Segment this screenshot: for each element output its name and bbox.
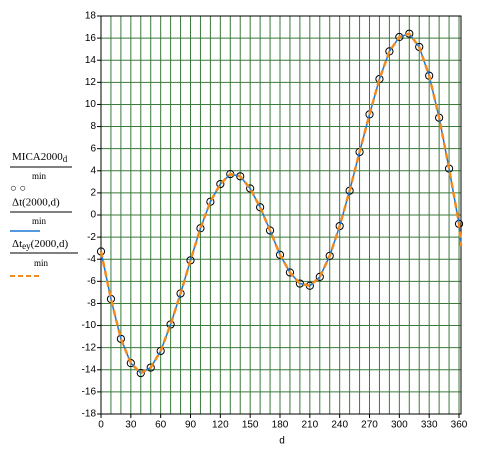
x-tick-label: 180 [272, 420, 289, 431]
y-tick-label: 4 [90, 165, 96, 176]
legend-unit: min [32, 171, 47, 181]
data-point [216, 179, 225, 189]
x-tick-label: 240 [331, 420, 348, 431]
y-tick-label: -16 [82, 387, 97, 398]
legend-label: Δtey(2000,d) [12, 238, 69, 252]
y-tick-label: -14 [82, 364, 97, 375]
data-point [196, 224, 205, 233]
x-tick-label: 60 [155, 420, 167, 431]
legend-label: Δt(2000,d) [12, 197, 60, 209]
data-point [325, 251, 334, 261]
data-point [206, 197, 215, 206]
data-point [126, 359, 135, 368]
x-tick-label: 270 [361, 420, 378, 431]
y-tick-label: -12 [82, 342, 97, 353]
x-tick-label: 90 [185, 420, 197, 431]
data-point [156, 346, 165, 356]
y-tick-label: 2 [90, 188, 96, 199]
y-tick-label: 0 [90, 210, 96, 221]
data-point [256, 203, 265, 212]
data-point [246, 184, 255, 193]
data-point [265, 226, 275, 235]
y-tick-label: -6 [87, 276, 96, 287]
data-point [285, 268, 295, 277]
series-line [99, 32, 463, 375]
y-tick-label: -18 [82, 409, 97, 420]
data-point [236, 172, 245, 181]
legend-label: MICA2000d [12, 151, 68, 165]
x-tick-label: 120 [212, 420, 229, 431]
y-tick-label: 18 [85, 11, 97, 22]
y-tick-label: -8 [87, 298, 96, 309]
x-tick-label: 0 [98, 420, 104, 431]
legend-marker: ○ ○ [10, 183, 26, 195]
y-tick-label: -2 [87, 232, 96, 243]
y-tick-label: 6 [90, 143, 96, 154]
x-tick-label: 360 [451, 420, 468, 431]
series-line [100, 32, 462, 374]
data-point [136, 368, 145, 378]
x-tick-label: 210 [301, 420, 318, 431]
x-tick-label: 330 [421, 420, 438, 431]
y-tick-label: 14 [85, 55, 97, 66]
data-point [116, 334, 125, 343]
x-tick-label: 150 [242, 420, 259, 431]
legend-unit: min [32, 216, 47, 226]
y-tick-label: -4 [87, 254, 96, 265]
x-tick-label: 30 [125, 420, 137, 431]
data-point [315, 272, 324, 282]
data-point [295, 279, 304, 288]
y-tick-label: 16 [85, 33, 97, 44]
data-point [146, 363, 155, 372]
x-tick-label: 300 [391, 420, 408, 431]
data-point [395, 32, 404, 42]
plot-frame [100, 15, 462, 415]
data-point [275, 250, 285, 259]
x-axis-label: d [279, 436, 285, 447]
y-tick-label: 12 [85, 77, 97, 88]
y-tick-label: -10 [82, 320, 97, 331]
legend-unit: min [34, 258, 49, 268]
y-tick-label: 8 [90, 121, 96, 132]
y-tick-label: 10 [85, 99, 97, 110]
